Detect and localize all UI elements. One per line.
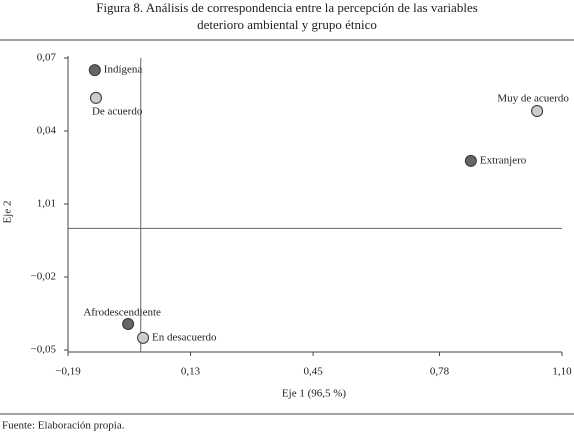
point-label: Muy de acuerdo [497,93,569,105]
point-label: Extranjero [480,154,527,166]
point [89,91,102,104]
y-tick-label: −0,02 [31,271,56,283]
y-tick-label: 0,07 [37,52,57,64]
point [531,105,544,118]
point-label: Afrodescendiente [83,306,161,318]
y-tick-label: 0,04 [37,125,57,137]
source-note: Fuente: Elaboración propia. [2,420,125,432]
point [122,317,135,330]
chart-title: deterioro ambiental y grupo étnico [197,17,377,32]
x-tick-label: 1,10 [552,366,572,378]
x-axis-label: Eje 1 (96,5 %) [282,388,346,400]
x-tick-label: 0,13 [181,366,201,378]
point-label: En desacuerdo [152,331,217,343]
point-label: De acuerdo [92,105,143,117]
x-tick-label: −0,19 [55,366,81,378]
point [464,154,477,167]
y-axis-label: Eje 2 [2,201,14,224]
y-tick-label: 1,01 [37,198,56,210]
y-tick-label: −0,05 [31,344,57,356]
point-label: Indígena [104,64,143,76]
point [88,64,101,77]
point [137,331,150,344]
chart-title: Figura 8. Análisis de correspondencia en… [96,0,478,15]
x-tick-label: 0,78 [430,366,450,378]
x-tick-label: 0,45 [303,366,323,378]
